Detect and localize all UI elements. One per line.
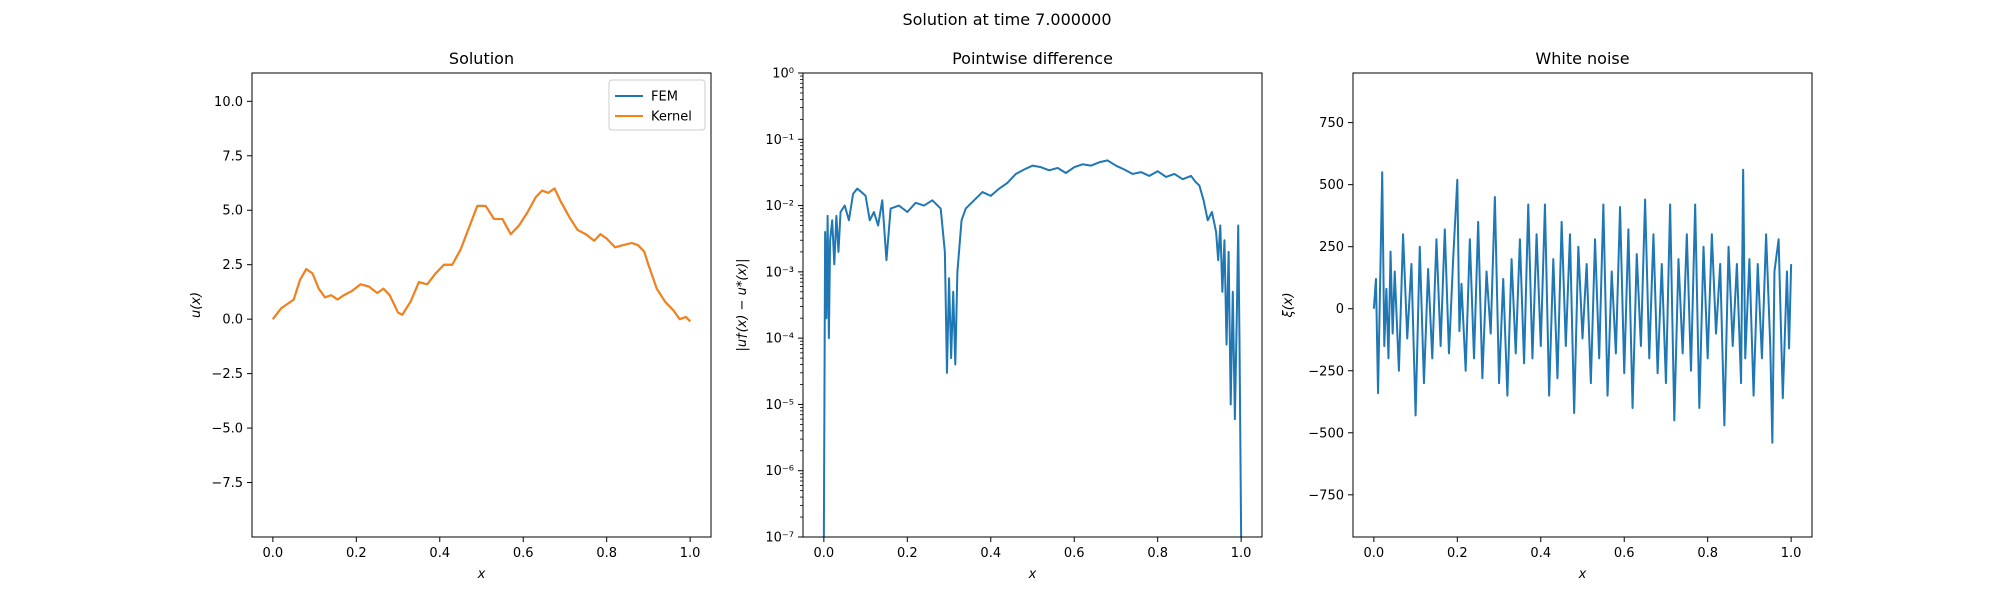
difference-series-line-0 <box>822 159 1243 537</box>
solution-xtick-label: 0.0 <box>263 546 284 561</box>
white-noise-ylabel: ξ(x) <box>1281 292 1296 318</box>
difference-ylabel: |u†(x) − u*(x)| <box>735 258 750 351</box>
difference-ytick-label: 10⁻² <box>765 199 794 214</box>
solution-series-line-fem <box>272 187 691 323</box>
difference-ytick-label: 10⁰ <box>772 67 794 82</box>
white-noise-xlabel: x <box>1578 567 1587 582</box>
solution-xtick-label: 1.0 <box>680 546 701 561</box>
solution-ytick-label: −2.5 <box>211 367 243 382</box>
white-noise-panel-title: White noise <box>1535 49 1629 68</box>
difference-axes-frame <box>802 72 1263 538</box>
difference-plot-area <box>822 159 1243 537</box>
solution-xlabel: x <box>477 567 486 582</box>
solution-series-line-kernel <box>272 187 691 323</box>
difference-xtick-label: 0.4 <box>980 546 1001 561</box>
solution-ytick-label: −5.0 <box>211 422 243 437</box>
white-noise-ytick-label: 0 <box>1336 302 1344 317</box>
white-noise-ytick-label: 750 <box>1319 116 1344 131</box>
solution-ytick-label: 10.0 <box>214 95 243 110</box>
white-noise-panel: White noise 0.0 0.2 0.4 0.6 0.8 1.0 −750 −500 −2… <box>1281 49 1813 582</box>
difference-ytick-label: 10⁻⁴ <box>765 332 794 347</box>
solution-ytick-label: 0.0 <box>222 313 243 328</box>
white-noise-axes-frame <box>1352 72 1813 538</box>
solution-ytick-label: 7.5 <box>222 149 243 164</box>
legend-label-fem: FEM <box>651 90 678 105</box>
white-noise-ytick-label: 250 <box>1319 240 1344 255</box>
difference-ytick-label: 10⁻¹ <box>765 133 794 148</box>
solution-xtick-label: 0.4 <box>429 546 450 561</box>
difference-ytick-label: 10⁻⁶ <box>765 464 794 479</box>
white-noise-xtick-label: 0.6 <box>1614 546 1635 561</box>
solution-legend: FEM Kernel <box>608 79 706 131</box>
solution-plot-area <box>272 187 691 323</box>
solution-xtick-label: 0.6 <box>513 546 534 561</box>
white-noise-xtick-label: 1.0 <box>1781 546 1802 561</box>
solution-xtick-label: 0.8 <box>596 546 617 561</box>
white-noise-xtick-label: 0.2 <box>1447 546 1468 561</box>
difference-xtick-label: 0.6 <box>1064 546 1085 561</box>
difference-xtick-label: 0.8 <box>1147 546 1168 561</box>
white-noise-ytick-label: −750 <box>1308 488 1344 503</box>
legend-box <box>608 79 706 131</box>
solution-ytick-label: 5.0 <box>222 204 243 219</box>
solution-ytick-label: 2.5 <box>222 258 243 273</box>
white-noise-xtick-label: 0.8 <box>1697 546 1718 561</box>
solution-xtick-label: 0.2 <box>346 546 367 561</box>
solution-ylabel: u(x) <box>189 292 204 318</box>
white-noise-ytick-label: 500 <box>1319 178 1344 193</box>
solution-ytick-label: −7.5 <box>211 476 243 491</box>
difference-xtick-label: 0.2 <box>897 546 918 561</box>
solution-axes-frame <box>251 72 712 538</box>
difference-ytick-label: 10⁻⁷ <box>765 531 794 546</box>
white-noise-xtick-label: 0.0 <box>1364 546 1385 561</box>
white-noise-series-line-0 <box>1372 168 1793 444</box>
difference-xtick-label: 0.0 <box>814 546 835 561</box>
white-noise-xtick-label: 0.4 <box>1530 546 1551 561</box>
white-noise-ytick-label: −250 <box>1308 364 1344 379</box>
solution-panel: Solution 0.0 0.2 0.4 0.6 0.8 1.0−7.5−5.0−2.50… <box>189 49 712 582</box>
white-noise-ticks: 0.0 0.2 0.4 0.6 0.8 1.0 −750 −500 −250 0 250 500 750 <box>1308 116 1801 561</box>
difference-xlabel: x <box>1028 567 1037 582</box>
difference-ytick-label: 10⁻³ <box>765 265 794 280</box>
difference-ytick-label: 10⁻⁵ <box>765 398 794 413</box>
solution-ticks: 0.0 0.2 0.4 0.6 0.8 1.0 −7.5 −5.0 −2.5 0.0 2.5 5.0 7… <box>211 95 700 561</box>
legend-label-kernel: Kernel <box>651 110 692 125</box>
white-noise-ytick-label: −500 <box>1308 426 1344 441</box>
figure-suptitle: Solution at time 7.000000 <box>902 10 1111 29</box>
solution-panel-title: Solution <box>449 49 514 68</box>
difference-panel: Pointwise difference 0.0 0.2 0.4 0.6 0.8 1.0 1… <box>735 49 1263 582</box>
difference-ticks: 0.0 0.2 0.4 0.6 0.8 1.0 10⁻⁷ 10⁻⁶ 10⁻⁵ 10⁻⁴ 10⁻³ 10… <box>765 67 1251 562</box>
difference-xtick-label: 1.0 <box>1231 546 1252 561</box>
difference-panel-title: Pointwise difference <box>952 49 1113 68</box>
white-noise-plot-area <box>1372 168 1793 444</box>
